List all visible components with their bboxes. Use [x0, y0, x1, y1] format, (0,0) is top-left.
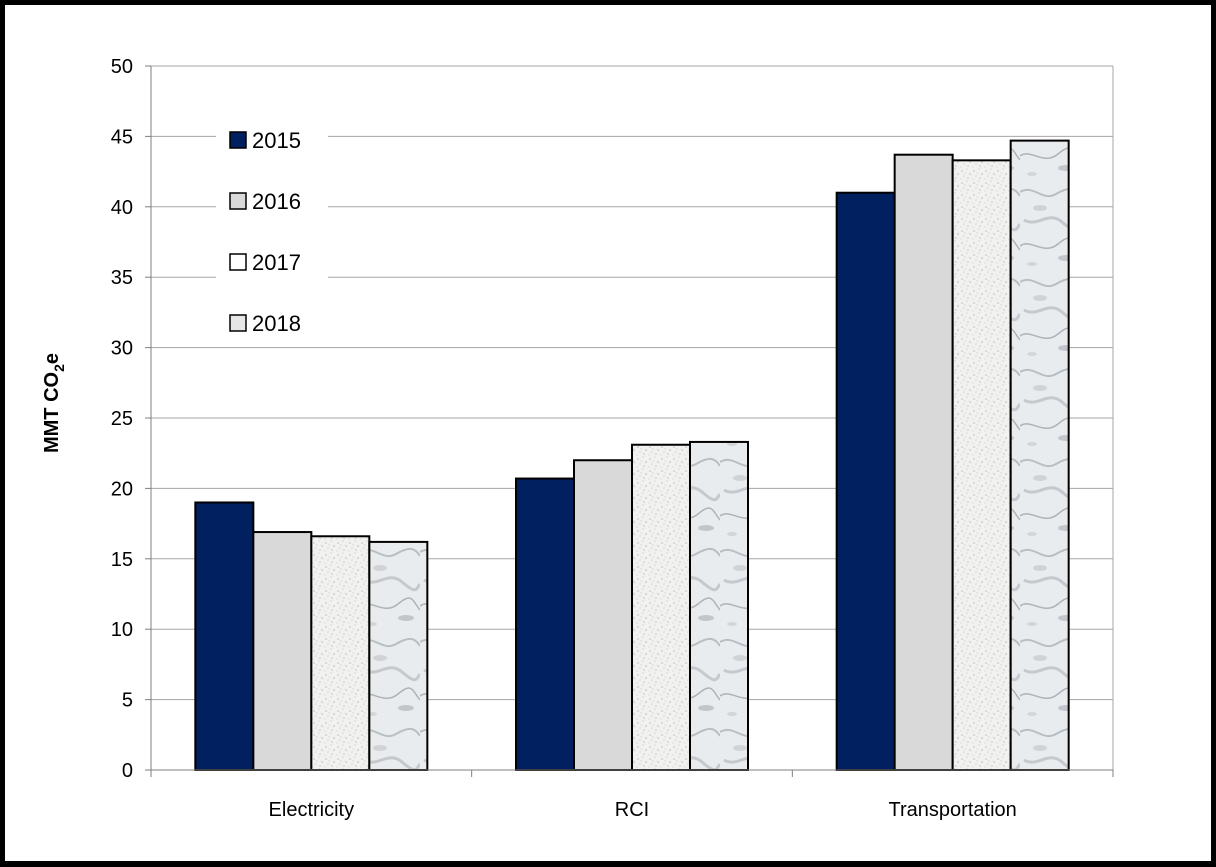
y-axis-tick-labels: 0 5 10 15 20 25 30 35 40 45 50	[111, 56, 151, 782]
bar-electricity-2017	[310, 535, 371, 771]
legend-label: 2015	[252, 128, 301, 153]
legend: 2015 2016 2017 2018	[216, 118, 328, 345]
y-tick-label: 15	[111, 549, 133, 571]
legend-label: 2017	[252, 250, 301, 275]
bar-transportation-2018	[1009, 139, 1070, 771]
x-category-label: Electricity	[269, 799, 355, 821]
x-axis	[150, 769, 1114, 777]
legend-swatch-2018	[229, 314, 247, 332]
bar-transportation-2015	[835, 191, 896, 772]
legend-swatch-2015	[229, 131, 247, 149]
bar-electricity-2018	[368, 540, 429, 771]
y-tick-label: 40	[111, 197, 133, 219]
y-tick-label: 0	[122, 760, 133, 782]
y-axis-title: MMT CO2e	[41, 353, 67, 453]
x-category-label: Transportation	[889, 799, 1017, 821]
legend-swatch-2016	[229, 192, 247, 210]
bar-transportation-2017	[951, 159, 1012, 771]
bar-rci-2017	[631, 443, 691, 771]
y-tick-label: 5	[122, 690, 133, 712]
legend-label: 2016	[252, 189, 301, 214]
bar-electricity-2015	[194, 501, 255, 771]
bar-rci-2016	[573, 459, 633, 771]
x-axis-category-labels: Electricity RCI Transportation	[269, 799, 1017, 821]
legend-label: 2018	[252, 311, 301, 336]
x-category-label: RCI	[615, 799, 649, 821]
y-tick-label: 45	[111, 126, 133, 148]
bar-electricity-2016	[252, 531, 313, 771]
legend-swatch-2017	[229, 253, 247, 271]
y-tick-label: 20	[111, 478, 133, 500]
y-tick-label: 10	[111, 619, 133, 641]
bar-rci-2018	[689, 440, 749, 771]
bar-rci-2015	[515, 477, 575, 771]
bar-transportation-2016	[893, 153, 954, 772]
y-tick-label: 35	[111, 267, 133, 289]
y-tick-label: 50	[111, 56, 133, 78]
bars	[194, 139, 1070, 772]
y-tick-label: 25	[111, 408, 133, 430]
y-tick-label: 30	[111, 338, 133, 360]
y-axis-title-group: MMT CO2e	[41, 353, 67, 453]
